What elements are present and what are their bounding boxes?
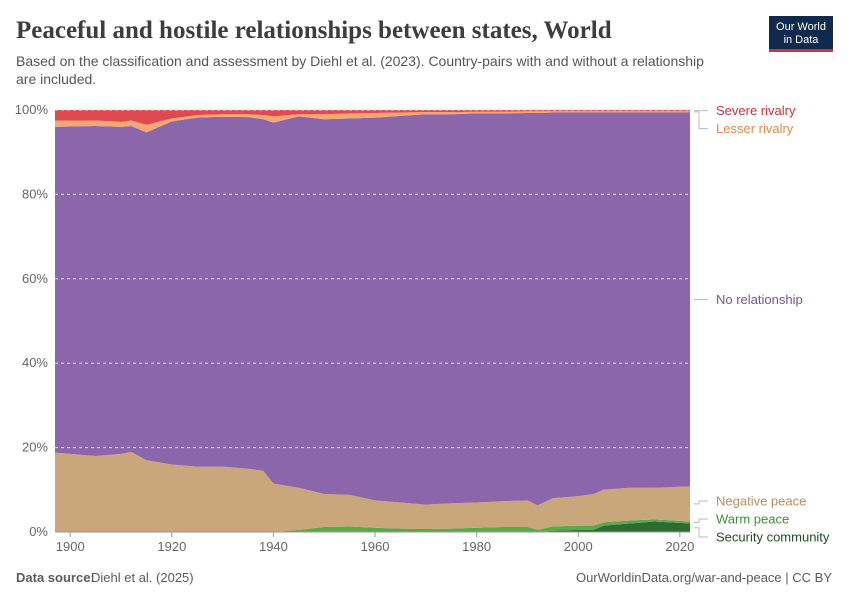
label-leader <box>694 527 708 538</box>
legend-label: Security community <box>716 530 830 545</box>
label-leader <box>694 518 708 524</box>
legend-label: Warm peace <box>716 512 789 527</box>
area <box>55 519 690 532</box>
area <box>55 112 690 506</box>
y-tick-label: 20% <box>22 440 48 455</box>
x-tick-label: 1960 <box>361 539 390 554</box>
legend-label: Lesser rivalry <box>716 121 794 136</box>
x-tick-label: 2020 <box>665 539 694 554</box>
logo[interactable]: Our World in Data <box>769 16 833 52</box>
chart-subtitle: Based on the classification and assessme… <box>16 53 704 69</box>
y-tick-label: 100% <box>15 102 49 117</box>
logo-text: Our World <box>776 21 826 33</box>
label-leader <box>694 500 708 505</box>
source-label: Data source: <box>16 570 95 585</box>
x-tick-label: 1900 <box>56 539 85 554</box>
chart-title: Peaceful and hostile relationships betwe… <box>16 17 612 44</box>
y-tick-label: 80% <box>22 186 48 201</box>
area <box>55 110 690 125</box>
area <box>55 111 690 133</box>
logo-stripe <box>769 49 833 52</box>
footer-url[interactable]: OurWorldinData.org/war-and-peace | CC BY <box>576 570 832 585</box>
plot-area <box>55 110 690 532</box>
legend-label: Severe rivalry <box>716 103 796 118</box>
x-tick-label: 1920 <box>157 539 186 554</box>
y-tick-label: 0% <box>29 524 48 539</box>
x-tick-label: 1980 <box>462 539 491 554</box>
chart-subtitle: are included. <box>16 71 96 87</box>
logo-box <box>769 16 833 52</box>
y-tick-label: 40% <box>22 355 48 370</box>
x-tick-label: 1940 <box>259 539 288 554</box>
area <box>55 451 690 532</box>
label-leader <box>694 111 708 130</box>
legend-label: No relationship <box>716 292 803 307</box>
x-tick-label: 2000 <box>564 539 593 554</box>
legend-label: Negative peace <box>716 494 806 509</box>
area <box>55 521 690 532</box>
y-tick-label: 60% <box>22 271 48 286</box>
source-text: Diehl et al. (2025) <box>91 570 194 585</box>
logo-text: in Data <box>784 34 820 46</box>
